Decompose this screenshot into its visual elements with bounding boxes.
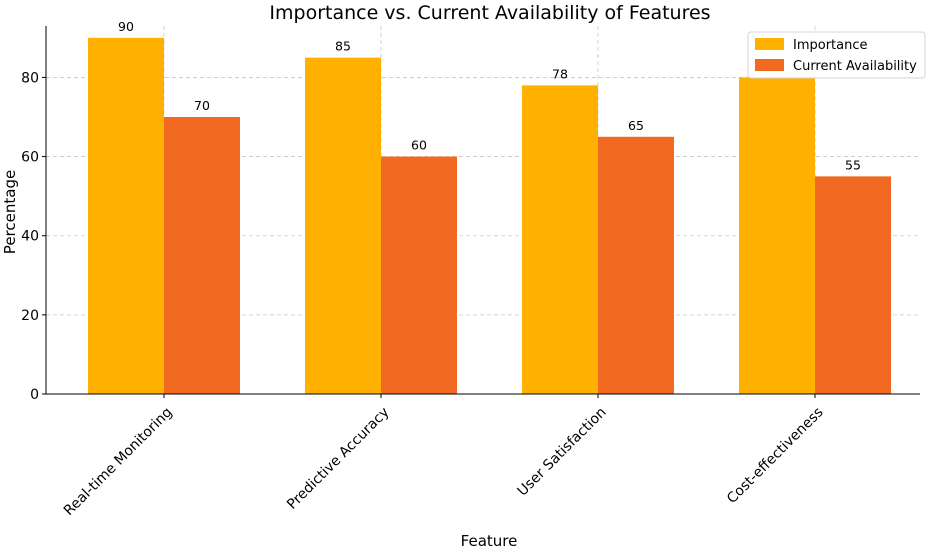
y-tick-label: 0 — [30, 387, 39, 403]
data-label: 90 — [118, 19, 134, 34]
data-label: 78 — [552, 66, 568, 81]
x-category-label: Predictive Accuracy — [284, 404, 392, 512]
data-label: 65 — [628, 118, 644, 133]
y-tick-label: 40 — [21, 229, 39, 245]
x-category-label: Cost-effectiveness — [724, 404, 827, 507]
axes — [45, 26, 920, 395]
bar-current-availability-user-satisfaction — [598, 136, 674, 394]
data-label: 85 — [335, 39, 351, 54]
legend-label-importance: Importance — [793, 38, 868, 53]
bar-current-availability-cost-effectiveness — [815, 176, 891, 394]
y-tick-label: 80 — [21, 70, 39, 86]
legend-swatch-importance — [755, 38, 784, 50]
data-labels: 9070856078658055 — [118, 19, 861, 172]
chart-title: Importance vs. Current Availability of F… — [269, 2, 710, 24]
y-tick-label: 60 — [21, 150, 39, 166]
x-category-label: Real-time Monitoring — [61, 404, 176, 519]
legend-label-current-availability: Current Availability — [793, 59, 917, 74]
legend-swatch-current-availability — [755, 59, 784, 71]
bar-importance-real-time-monitoring — [88, 37, 164, 394]
bars — [88, 37, 891, 395]
legend-box — [747, 31, 926, 79]
bar-importance-user-satisfaction — [522, 85, 598, 395]
data-label: 55 — [845, 157, 861, 172]
data-label: 60 — [411, 138, 427, 153]
x-axis-label: Feature — [461, 532, 518, 549]
legend: Importance Current Availability — [747, 31, 926, 79]
y-axis-label: Percentage — [1, 170, 19, 254]
bar-current-availability-real-time-monitoring — [164, 117, 240, 395]
bar-importance-cost-effectiveness — [739, 77, 815, 394]
data-label: 70 — [194, 98, 210, 113]
x-category-label: User Satisfaction — [514, 404, 609, 499]
bar-current-availability-predictive-accuracy — [381, 156, 457, 394]
bar-importance-predictive-accuracy — [305, 57, 381, 394]
y-tick-label: 20 — [21, 308, 39, 324]
